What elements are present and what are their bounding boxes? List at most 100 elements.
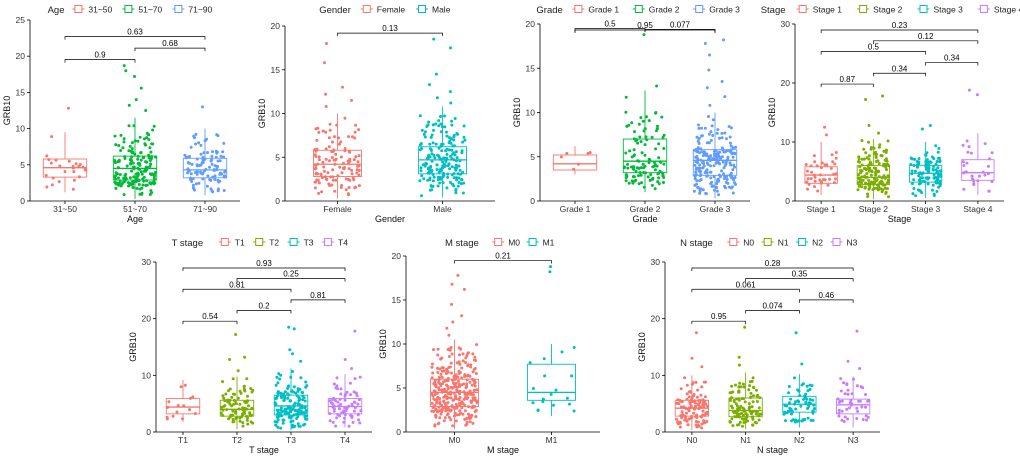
data-point (750, 379, 754, 383)
data-point (142, 137, 146, 141)
data-point (914, 194, 918, 198)
data-point (874, 173, 877, 177)
x-axis-title: M stage (487, 445, 519, 455)
data-point (133, 152, 137, 156)
data-point (445, 157, 449, 161)
data-point (833, 162, 837, 166)
data-point (700, 426, 704, 430)
outlier-point (867, 124, 871, 127)
data-point (128, 176, 132, 180)
data-point (357, 173, 361, 177)
box-group-3: Stage 4 (961, 88, 995, 214)
data-point (431, 371, 435, 375)
data-point (434, 142, 438, 146)
data-point (790, 412, 793, 416)
p-value-label: 0.34 (944, 53, 960, 62)
data-point (728, 135, 732, 139)
x-tick-label-0: Stage 1 (806, 204, 836, 214)
data-point (219, 411, 223, 415)
data-point (465, 354, 469, 358)
data-point (811, 398, 815, 402)
data-point (279, 391, 283, 395)
y-tick-label-1: 5 (530, 152, 535, 162)
x-tick-label-0: Grade 1 (560, 204, 591, 214)
data-point (222, 396, 226, 400)
outlier-point (708, 103, 712, 107)
outlier-point (234, 333, 238, 336)
data-point (118, 173, 122, 176)
legend-label-1: M1 (543, 238, 555, 248)
data-point (188, 155, 191, 158)
data-point (440, 125, 444, 129)
data-point (300, 404, 304, 408)
data-point (880, 176, 884, 180)
data-point (452, 172, 456, 176)
outlier-point (975, 93, 979, 97)
data-point (884, 148, 888, 152)
data-point (199, 152, 203, 156)
data-point (433, 398, 437, 402)
data-point (965, 161, 969, 165)
data-point (121, 181, 125, 184)
legend-key-box (695, 5, 704, 13)
data-point (697, 136, 701, 140)
data-point (733, 181, 736, 185)
data-point (296, 412, 300, 416)
data-point (231, 420, 235, 424)
outlier-point (858, 367, 862, 370)
p-value-label: 0.5 (604, 20, 616, 29)
p-value-label: 0.81 (229, 280, 245, 289)
data-point (127, 184, 130, 188)
data-point (458, 168, 462, 172)
data-point (932, 165, 935, 168)
data-point (195, 157, 199, 161)
data-point (445, 134, 449, 138)
data-point (685, 383, 689, 387)
data-point (292, 403, 296, 407)
data-point (147, 138, 151, 141)
legend: N stage N0 N1 N2 N3 (680, 238, 858, 250)
p-value-label: 0.23 (892, 21, 908, 30)
data-point (247, 404, 250, 408)
data-point (657, 182, 661, 186)
data-point (713, 188, 716, 192)
data-point (429, 166, 432, 169)
data-point (864, 393, 867, 396)
legend-key-box (494, 238, 503, 246)
data-point (436, 178, 440, 182)
legend-key-1 (253, 238, 266, 246)
data-point (225, 398, 229, 402)
data-point (886, 181, 889, 185)
data-point (876, 170, 880, 174)
data-point (754, 412, 758, 416)
data-point (441, 173, 445, 177)
data-point (195, 163, 199, 167)
data-point (677, 402, 681, 406)
data-point (296, 402, 300, 405)
data-point (709, 154, 713, 158)
data-point (707, 115, 710, 118)
data-point (433, 156, 437, 160)
data-point (217, 180, 221, 184)
outlier-point (66, 106, 70, 110)
data-point (461, 352, 465, 356)
data-point (928, 160, 932, 164)
data-point (932, 194, 936, 197)
data-point (632, 167, 635, 171)
data-point (886, 139, 890, 143)
data-point (117, 176, 120, 180)
data-point (454, 159, 458, 163)
data-point (736, 423, 739, 427)
data-point (462, 382, 466, 386)
data-point (785, 411, 789, 415)
data-point (283, 390, 287, 394)
legend-key-1 (632, 5, 645, 13)
data-point (135, 176, 139, 180)
data-point (694, 380, 698, 384)
outlier-point (122, 64, 126, 68)
data-point (962, 164, 966, 167)
data-point (881, 183, 885, 187)
data-point (125, 164, 129, 168)
